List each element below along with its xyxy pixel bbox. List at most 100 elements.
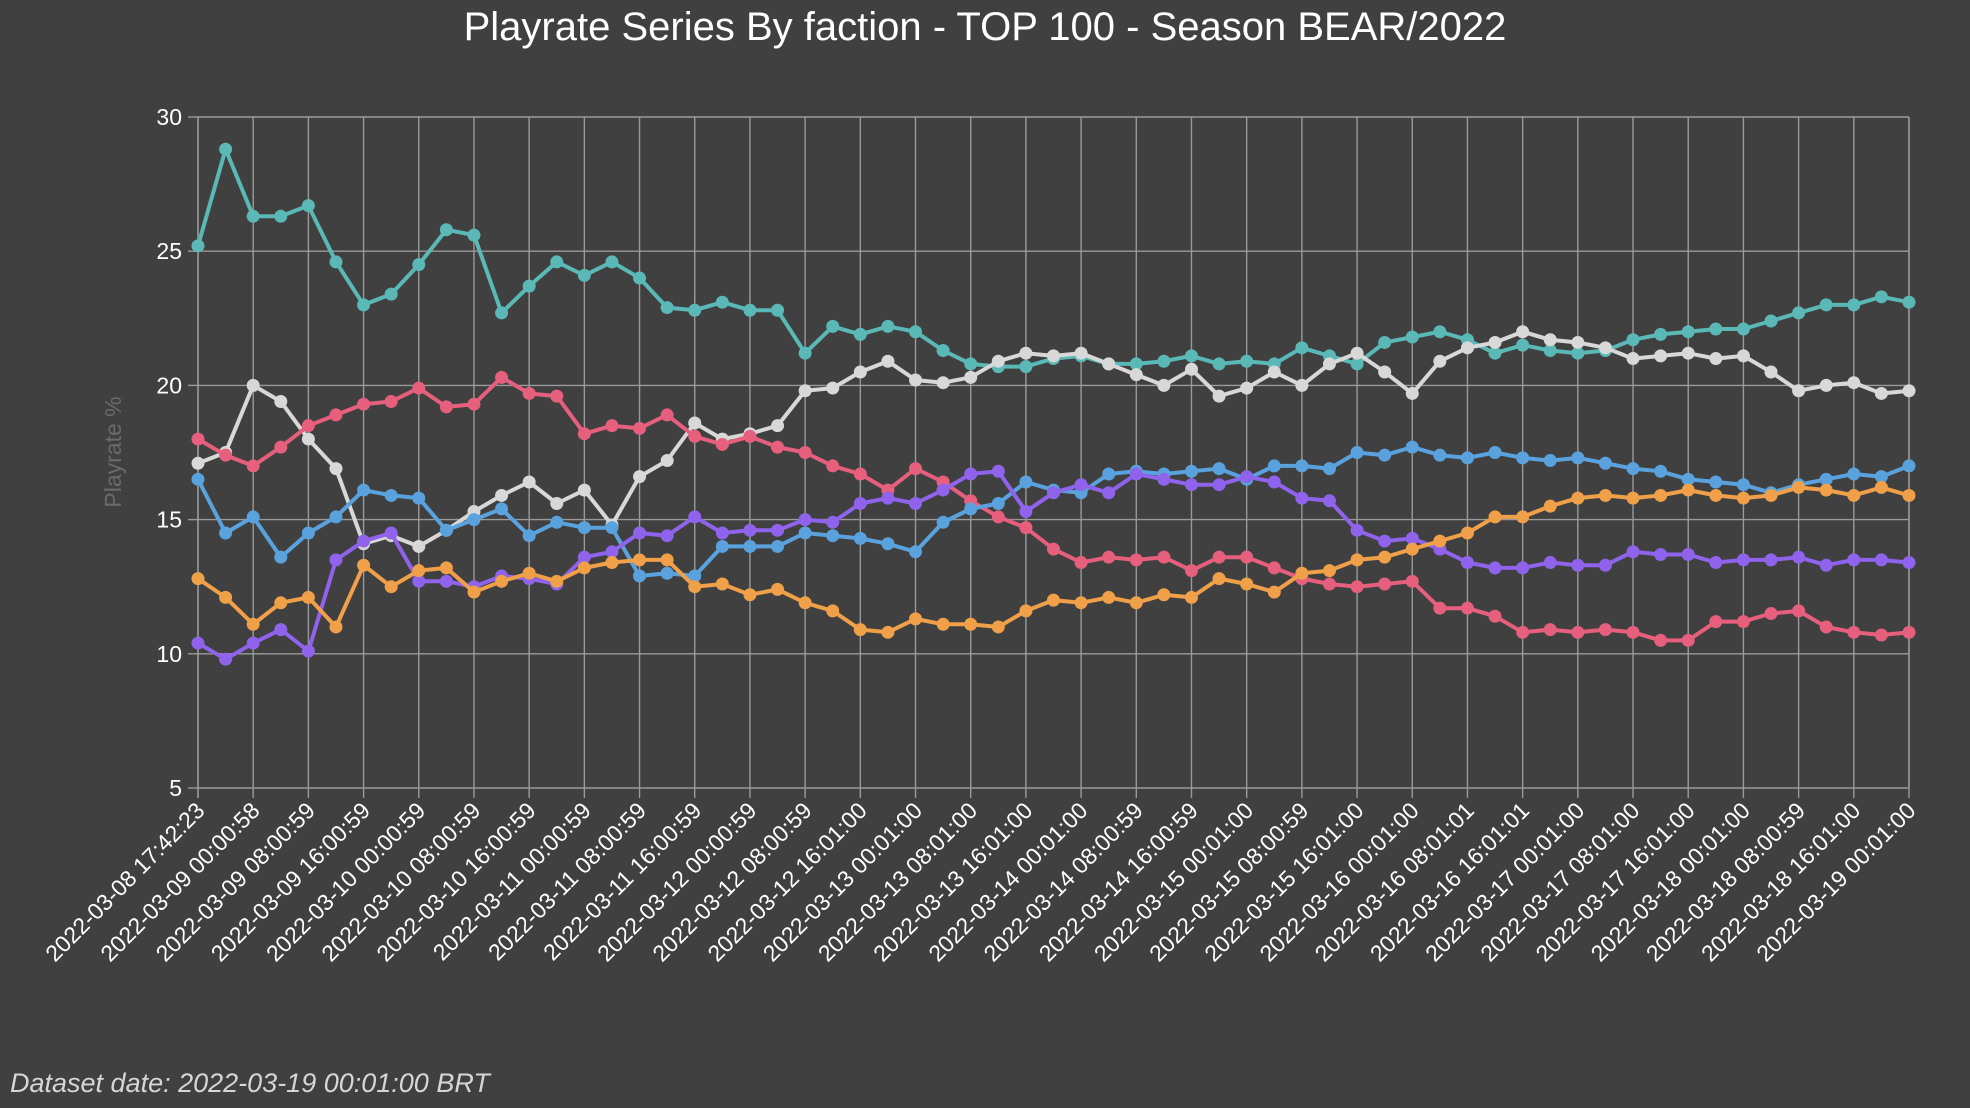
data-point[interactable] [1157, 378, 1171, 392]
data-point[interactable] [1598, 456, 1612, 470]
data-point[interactable] [688, 429, 702, 443]
data-point[interactable] [909, 325, 923, 339]
data-point[interactable] [743, 539, 757, 553]
data-point[interactable] [1847, 553, 1861, 567]
data-point[interactable] [219, 142, 233, 156]
data-point[interactable] [329, 510, 343, 524]
data-point[interactable] [964, 467, 978, 481]
data-point[interactable] [495, 306, 509, 320]
data-point[interactable] [1654, 327, 1668, 341]
data-point[interactable] [219, 448, 233, 462]
data-point[interactable] [991, 464, 1005, 478]
data-point[interactable] [412, 574, 426, 588]
data-point[interactable] [826, 381, 840, 395]
data-point[interactable] [439, 223, 453, 237]
data-point[interactable] [1212, 572, 1226, 586]
data-point[interactable] [881, 319, 895, 333]
data-point[interactable] [1047, 593, 1060, 607]
data-point[interactable] [771, 539, 785, 553]
data-point[interactable] [964, 357, 978, 371]
data-point[interactable] [881, 625, 895, 639]
data-point[interactable] [301, 199, 315, 213]
data-point[interactable] [826, 515, 840, 529]
data-point[interactable] [495, 502, 509, 516]
data-point[interactable] [1654, 488, 1668, 502]
data-point[interactable] [715, 295, 729, 309]
data-point[interactable] [1350, 357, 1364, 371]
data-point[interactable] [357, 558, 371, 572]
data-point[interactable] [853, 365, 867, 379]
data-point[interactable] [1736, 553, 1750, 567]
data-point[interactable] [1819, 483, 1833, 497]
data-point[interactable] [1212, 357, 1226, 371]
data-point[interactable] [1157, 354, 1171, 368]
data-point[interactable] [1626, 462, 1640, 476]
data-point[interactable] [467, 228, 481, 242]
data-point[interactable] [1460, 556, 1474, 570]
data-point[interactable] [936, 483, 950, 497]
data-point[interactable] [1405, 574, 1419, 588]
data-point[interactable] [771, 419, 785, 433]
data-point[interactable] [1267, 585, 1281, 599]
data-point[interactable] [1792, 480, 1806, 494]
data-point[interactable] [1598, 341, 1612, 355]
data-point[interactable] [1488, 561, 1502, 575]
data-point[interactable] [688, 569, 702, 583]
data-point[interactable] [1681, 633, 1695, 647]
data-point[interactable] [605, 556, 619, 570]
data-point[interactable] [1709, 488, 1723, 502]
data-point[interactable] [1267, 365, 1281, 379]
data-point[interactable] [1378, 448, 1392, 462]
data-point[interactable] [1874, 628, 1888, 642]
data-point[interactable] [246, 617, 260, 631]
data-point[interactable] [1543, 333, 1557, 347]
data-point[interactable] [384, 395, 398, 409]
data-point[interactable] [743, 588, 757, 602]
data-point[interactable] [1157, 550, 1171, 564]
data-point[interactable] [1267, 475, 1281, 489]
data-point[interactable] [826, 319, 840, 333]
data-point[interactable] [412, 539, 426, 553]
data-point[interactable] [467, 513, 481, 527]
data-point[interactable] [1405, 386, 1419, 400]
data-point[interactable] [550, 515, 564, 529]
data-point[interactable] [1157, 588, 1171, 602]
data-point[interactable] [329, 408, 343, 422]
data-point[interactable] [274, 395, 288, 409]
data-point[interactable] [1626, 625, 1640, 639]
data-point[interactable] [991, 496, 1005, 510]
data-point[interactable] [301, 419, 315, 433]
data-point[interactable] [1460, 601, 1474, 615]
data-point[interactable] [577, 561, 591, 575]
data-point[interactable] [550, 255, 564, 269]
data-point[interactable] [1902, 459, 1916, 473]
data-point[interactable] [909, 545, 923, 559]
data-point[interactable] [1240, 354, 1254, 368]
data-point[interactable] [853, 327, 867, 341]
data-point[interactable] [1129, 553, 1143, 567]
data-point[interactable] [219, 526, 233, 540]
data-point[interactable] [1157, 472, 1171, 486]
data-point[interactable] [1378, 534, 1392, 548]
data-point[interactable] [1543, 556, 1557, 570]
data-point[interactable] [522, 386, 536, 400]
data-point[interactable] [1295, 491, 1309, 505]
data-point[interactable] [1322, 564, 1336, 578]
data-point[interactable] [1902, 625, 1916, 639]
data-point[interactable] [1543, 499, 1557, 513]
data-point[interactable] [1488, 510, 1502, 524]
data-point[interactable] [1184, 564, 1198, 578]
data-point[interactable] [853, 531, 867, 545]
data-point[interactable] [1322, 577, 1336, 591]
data-point[interactable] [798, 596, 812, 610]
data-point[interactable] [1350, 446, 1364, 459]
data-point[interactable] [1571, 491, 1585, 505]
data-point[interactable] [771, 582, 785, 596]
data-point[interactable] [1571, 346, 1585, 360]
data-point[interactable] [1184, 362, 1198, 376]
data-point[interactable] [1378, 335, 1392, 349]
data-point[interactable] [1847, 376, 1861, 390]
data-point[interactable] [191, 472, 205, 486]
data-point[interactable] [577, 521, 591, 535]
data-point[interactable] [1571, 625, 1585, 639]
